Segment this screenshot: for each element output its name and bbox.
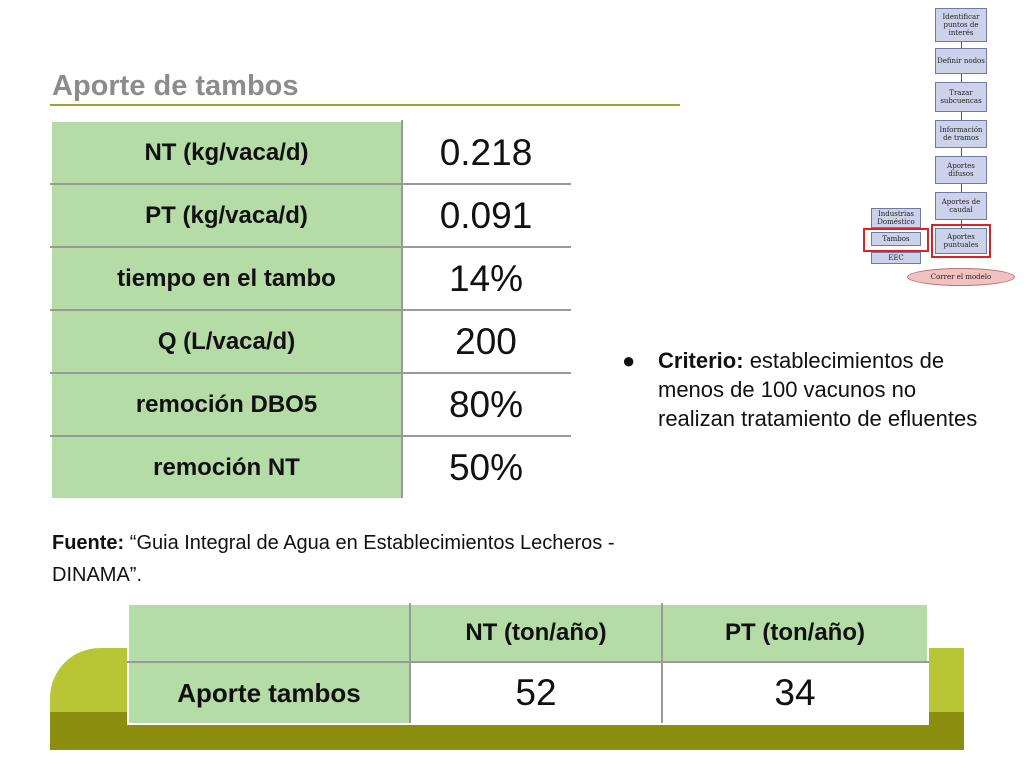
- criterio-text: establecimientos de menos de 100 vacunos…: [658, 348, 978, 431]
- flow-connector: [961, 74, 962, 82]
- row-label: remoción NT: [50, 435, 403, 500]
- table-row: remoción NT 50%: [50, 435, 571, 500]
- summary-table: NT (ton/año) PT (ton/año) Aporte tambos …: [127, 603, 929, 725]
- row-label: NT (kg/vaca/d): [50, 120, 403, 185]
- row-label: Q (L/vaca/d): [50, 309, 403, 374]
- header-cell-empty: [127, 603, 411, 663]
- row-value: 14%: [401, 246, 571, 311]
- source-label: Fuente:: [52, 532, 125, 554]
- table-row: tiempo en el tambo 14%: [50, 246, 571, 311]
- flow-node: Definir nodos: [935, 48, 987, 74]
- flow-node: Información de tramos: [935, 120, 987, 148]
- highlight-box: [863, 228, 929, 252]
- bullet-icon: ●: [622, 348, 636, 373]
- row-label: remoción DBO5: [50, 372, 403, 437]
- source-text: “Guia Integral de Agua en Establecimient…: [52, 532, 615, 586]
- row-value: 0.218: [401, 120, 571, 185]
- table-header-row: NT (ton/año) PT (ton/año): [127, 603, 929, 663]
- flow-node: Industrias Doméstico: [871, 208, 921, 228]
- highlight-box: [931, 224, 991, 258]
- row-label: PT (kg/vaca/d): [50, 183, 403, 248]
- flow-node: Aportes difusos: [935, 156, 987, 184]
- header-cell-pt: PT (ton/año): [661, 603, 929, 663]
- nt-value: 52: [409, 661, 663, 725]
- row-label: tiempo en el tambo: [50, 246, 403, 311]
- flow-node: Trazar subcuencas: [935, 82, 987, 112]
- flow-node: Aportes de caudal: [935, 192, 987, 220]
- row-value: 50%: [401, 435, 571, 500]
- flow-connector: [961, 112, 962, 120]
- table-row: remoción DBO5 80%: [50, 372, 571, 437]
- flowchart: Identificar puntos de interés Definir no…: [855, 4, 1024, 289]
- slide-title: Aporte de tambos: [52, 70, 299, 102]
- table-row: PT (kg/vaca/d) 0.091: [50, 183, 571, 248]
- flow-connector: [961, 184, 962, 192]
- flow-node: Tambos: [871, 232, 921, 246]
- flow-node: EEC: [871, 252, 921, 264]
- table-row: Q (L/vaca/d) 200: [50, 309, 571, 374]
- criterio-text-block: Criterio: establecimientos de menos de 1…: [658, 346, 982, 433]
- row-value: 80%: [401, 372, 571, 437]
- table-row: NT (kg/vaca/d) 0.218: [50, 120, 571, 185]
- flow-connector: [961, 148, 962, 156]
- row-label: Aporte tambos: [127, 661, 411, 725]
- flow-connector: [961, 42, 962, 48]
- flow-node: Identificar puntos de interés: [935, 8, 987, 42]
- flow-node: Aportes puntuales: [935, 228, 987, 254]
- pt-value: 34: [661, 661, 929, 725]
- title-underline: [50, 104, 680, 106]
- flow-oval-node: Correr el modelo: [907, 268, 1015, 286]
- source-note: Fuente: “Guia Integral de Agua en Establ…: [52, 527, 642, 591]
- criterio-label: Criterio:: [658, 348, 744, 373]
- table-row: Aporte tambos 52 34: [127, 661, 929, 725]
- header-cell-nt: NT (ton/año): [409, 603, 663, 663]
- criterio-bullet-item: ● Criterio: establecimientos de menos de…: [622, 346, 982, 433]
- parameters-table: NT (kg/vaca/d) 0.218 PT (kg/vaca/d) 0.09…: [50, 120, 571, 500]
- row-value: 0.091: [401, 183, 571, 248]
- row-value: 200: [401, 309, 571, 374]
